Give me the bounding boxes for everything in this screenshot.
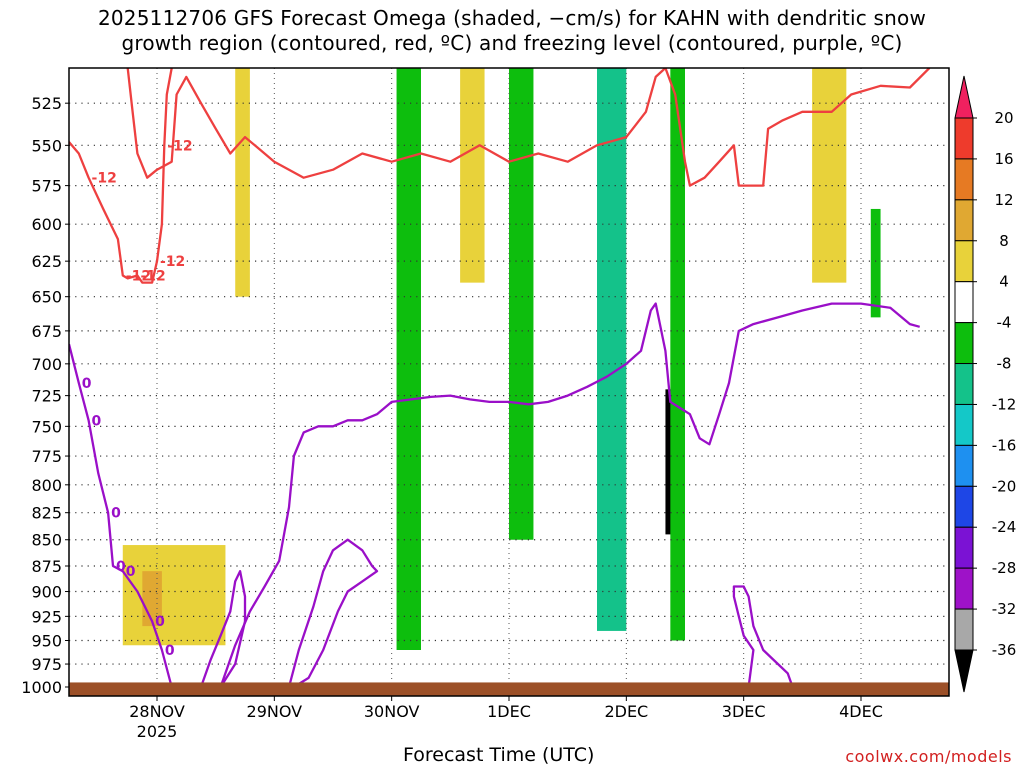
y-tick-label-18: 975: [31, 655, 62, 674]
y-tick-label-14: 875: [31, 557, 62, 576]
omega-region-3: [460, 68, 485, 283]
colorbar-seg-11: [954, 567, 974, 610]
contour-7: [732, 585, 794, 688]
colorbar-label-7: -12: [992, 395, 1017, 413]
x-tick-label-6: 4DEC: [839, 702, 883, 721]
terrain: [69, 682, 949, 696]
omega-region-10: [870, 208, 881, 318]
colorbar-label-13: -36: [992, 641, 1017, 659]
contour-2: [664, 68, 931, 187]
title-line-1: 2025112706 GFS Forecast Omega (shaded, −…: [97, 6, 927, 30]
colorbar-label-9: -20: [992, 477, 1017, 495]
omega-region-5: [396, 68, 421, 650]
contour-label-3-2: 0: [111, 506, 121, 522]
y-tick-label-3: 600: [31, 215, 62, 234]
contour-4: [219, 302, 921, 688]
omega-region-2: [235, 68, 250, 297]
colorbar-seg-0: [954, 117, 974, 160]
x-tick-label-3: 1DEC: [487, 702, 531, 721]
contour-label-0-2: -12: [140, 269, 165, 285]
contour-0: [69, 68, 173, 284]
colorbar-label-4: 4: [999, 273, 1009, 291]
y-tick-label-9: 750: [31, 417, 62, 436]
omega-region-6: [509, 68, 534, 540]
colorbar-top-arrow: [954, 75, 974, 119]
x-tick-label-0: 28NOV: [129, 702, 185, 721]
colorbar-label-5: -4: [997, 314, 1012, 332]
contour-label-3-1: 0: [92, 413, 102, 429]
x-tick-label-5: 3DEC: [722, 702, 766, 721]
colorbar-seg-6: [954, 363, 974, 405]
y-tick-label-4: 625: [31, 252, 62, 271]
credit-link[interactable]: coolwx.com/models: [845, 747, 1012, 766]
contour-1: [126, 68, 667, 179]
y-tick-label-15: 900: [31, 583, 62, 602]
colorbar-label-10: -24: [992, 518, 1017, 536]
x-tick-sublabel-0: 2025: [137, 722, 178, 741]
colorbar-label-0: 20: [994, 109, 1013, 127]
colorbar-seg-7: [954, 403, 974, 446]
colorbar-seg-12: [954, 608, 974, 651]
x-tick-label-1: 29NOV: [247, 702, 303, 721]
contour-label-0-1: -12: [126, 269, 151, 285]
y-tick-label-13: 850: [31, 531, 62, 550]
title-line-2: growth region (contoured, red, ºC) and f…: [121, 31, 903, 55]
y-tick-label-17: 950: [31, 632, 62, 651]
contour-label-0-0: -12: [92, 171, 117, 187]
y-tick-label-11: 800: [31, 476, 62, 495]
colorbar-seg-5: [954, 322, 974, 365]
y-tick-label-5: 650: [31, 288, 62, 307]
y-tick-label-19: 1000: [21, 678, 62, 697]
chart-title: 2025112706 GFS Forecast Omega (shaded, −…: [0, 6, 1024, 56]
contour-6: [199, 570, 247, 688]
y-tick-label-7: 700: [31, 355, 62, 374]
colorbar-label-12: -32: [992, 600, 1017, 618]
x-tick-label-4: 2DEC: [604, 702, 648, 721]
colorbar-label-3: 8: [999, 232, 1009, 250]
y-tick-label-10: 775: [31, 447, 62, 466]
terrain-fill: [69, 682, 949, 696]
y-tick-label-2: 575: [31, 177, 62, 196]
colorbar-seg-8: [954, 444, 974, 487]
y-tick-label-6: 675: [31, 322, 62, 341]
y-tick-label-12: 825: [31, 504, 62, 523]
y-tick-label-1: 550: [31, 136, 62, 155]
colorbar-label-1: 16: [994, 150, 1013, 168]
colorbar-label-8: -16: [992, 436, 1017, 454]
colorbar-label-6: -8: [997, 355, 1012, 373]
contour-label-3-0: 0: [82, 376, 92, 392]
x-axis-label: Forecast Time (UTC): [403, 744, 595, 766]
colorbar: 20 16 12 8 4 -4 -8 -12 -16 -20 -24 -28 -32 -36: [954, 75, 1017, 693]
contour-label-3-5: 0: [155, 614, 165, 630]
colorbar-seg-1: [954, 158, 974, 201]
x-tick-label-2: 30NOV: [364, 702, 420, 721]
contour-label-0-4: -12: [167, 138, 192, 154]
y-tick-label-8: 725: [31, 387, 62, 406]
colorbar-seg-10: [954, 526, 974, 569]
colorbar-label-11: -28: [992, 559, 1017, 577]
contour-label-0-3: -12: [160, 254, 185, 270]
contour-3: [69, 343, 173, 688]
y-axis: 525 550 575 600 625 650 675 700 725 750 775 800 825 8…: [21, 94, 69, 697]
colorbar-seg-4: [954, 281, 974, 324]
colorbar-label-2: 12: [994, 191, 1013, 209]
contour-5: [287, 538, 379, 688]
omega-region-4: [812, 68, 847, 283]
colorbar-seg-9: [954, 485, 974, 528]
y-tick-label-16: 925: [31, 607, 62, 626]
omega-region-9: [670, 68, 685, 641]
contour-label-3-3: 0: [116, 559, 126, 575]
colorbar-bottom-arrow: [954, 649, 974, 693]
omega-region-7: [597, 68, 627, 631]
y-tick-label-0: 525: [31, 94, 62, 113]
contour-label-3-4: 0: [126, 564, 136, 580]
contour-label-3-6: 0: [165, 643, 175, 659]
colorbar-seg-2: [954, 199, 974, 242]
colorbar-seg-3: [954, 240, 974, 283]
